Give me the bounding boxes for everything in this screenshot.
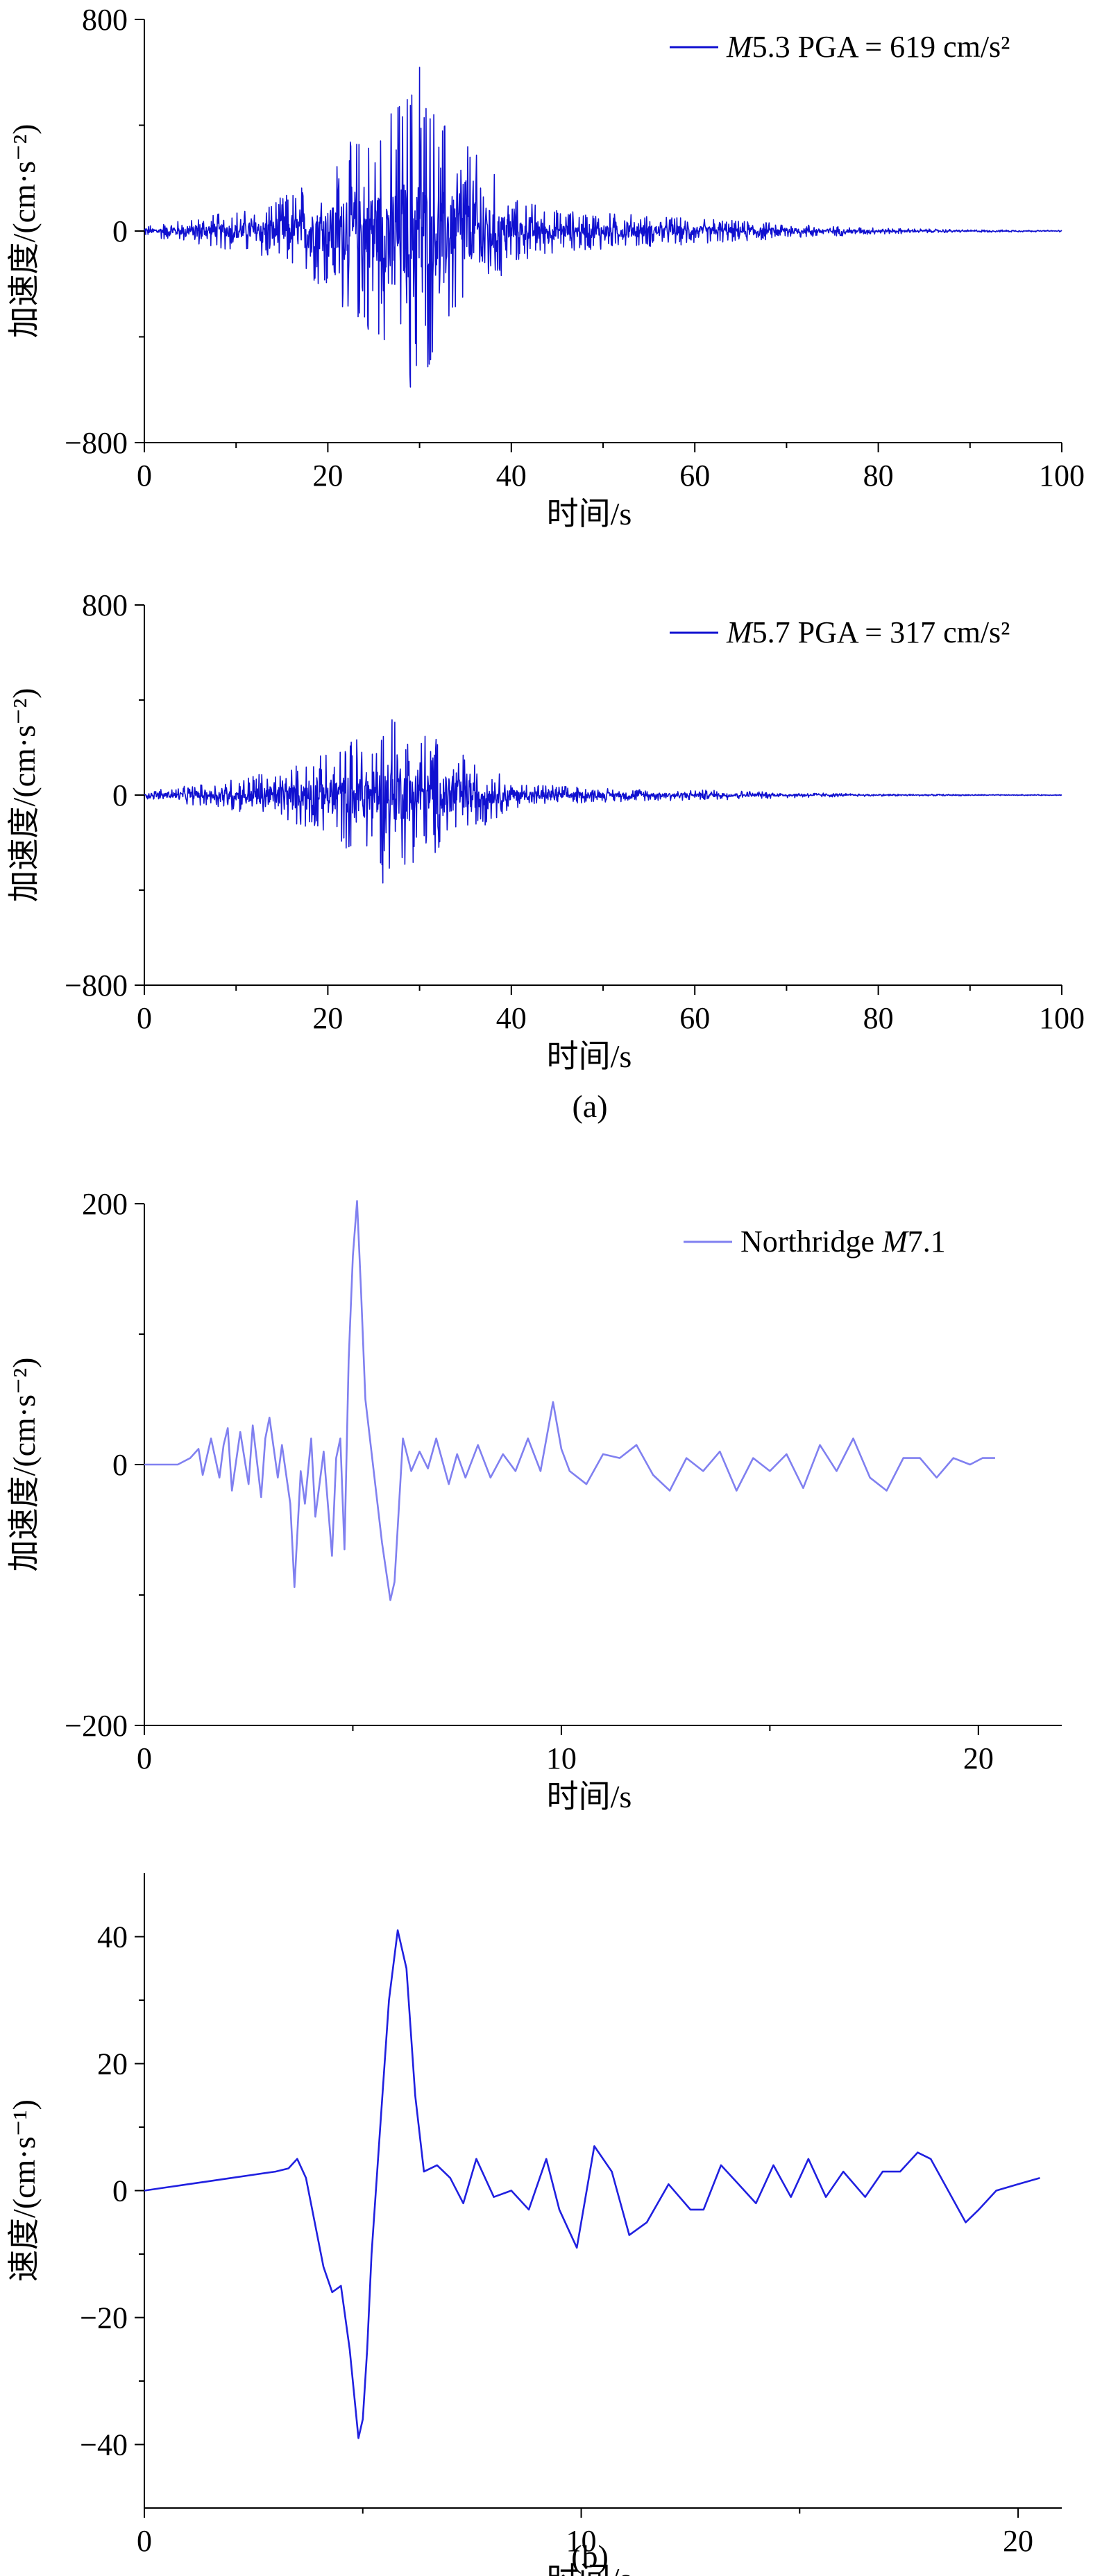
caption-a: (a) [572,1089,607,1124]
y-tick-label: −800 [65,969,128,1003]
x-axis-title: 时间/s [547,1039,632,1074]
x-tick-label: 20 [312,1001,343,1035]
x-tick-label: 0 [137,1001,152,1035]
y-tick-label: 800 [82,3,128,37]
chart-panel-3: 200 0 −200 0 10 20 时间/s 加速度/(cm·s⁻²) Northridge … [6,1187,1062,1814]
legend-label: Northridge M7.1 [740,1225,946,1259]
x-tick-label: 80 [863,1001,894,1035]
x-tick-label: 20 [1003,2524,1033,2558]
y-axis-title: 加速度/(cm·s⁻²) [6,124,42,339]
y-axis-title: 加速度/(cm·s⁻²) [6,688,42,903]
x-tick-label: 40 [496,1001,527,1035]
y-tick-label: 800 [82,588,128,622]
series-line [144,719,1062,884]
chart-panel-1: 800 0 −800 0 20 40 60 80 100 时间/s 加速度/(cm·s⁻²) M5.3… [6,3,1085,531]
caption-b: (b) [571,2539,609,2574]
y-axis-title: 速度/(cm·s⁻¹) [6,2099,42,2282]
y-tick-label: 0 [112,1448,128,1482]
x-tick-label: 0 [137,1741,152,1775]
chart-panel-4: 40 20 0 −20 −40 0 10 20 时间/s 速度/(cm·s⁻¹) [6,1873,1062,2576]
series-line [144,1200,995,1601]
x-tick-label: 100 [1039,459,1085,493]
y-tick-label: −200 [65,1709,128,1743]
x-axis-title: 时间/s [547,1779,632,1814]
x-tick-label: 0 [137,459,152,493]
y-tick-label: −800 [65,426,128,460]
series-line [144,67,1062,388]
chart-panel-2: 800 0 −800 0 20 40 60 80 100 时间/s 加速度/(cm·s⁻²) M5.7… [6,588,1085,1074]
x-tick-label: 10 [566,2524,597,2558]
y-tick-label: 0 [112,2174,128,2208]
x-tick-label: 60 [679,459,710,493]
y-tick-label: −40 [80,2428,128,2462]
y-tick-label: −20 [80,2301,128,2335]
y-tick-label: 0 [112,778,128,812]
x-tick-label: 100 [1039,1001,1085,1035]
x-axis-title: 时间/s [547,2561,632,2576]
x-tick-label: 0 [137,2524,152,2558]
y-tick-label: 20 [97,2047,128,2081]
x-axis-title: 时间/s [547,496,632,531]
x-tick-label: 40 [496,459,527,493]
legend-label: M5.3 PGA = 619 cm/s² [726,30,1010,64]
y-tick-label: 200 [82,1187,128,1221]
y-tick-label: 0 [112,214,128,248]
x-tick-label: 10 [546,1741,577,1775]
legend-label: M5.7 PGA = 317 cm/s² [726,615,1010,649]
x-tick-label: 80 [863,459,894,493]
x-tick-label: 60 [679,1001,710,1035]
y-axis-title: 加速度/(cm·s⁻²) [6,1358,42,1572]
x-tick-label: 20 [312,459,343,493]
x-tick-label: 20 [963,1741,994,1775]
series-line [144,1929,1040,2439]
y-tick-label: 40 [97,1920,128,1954]
